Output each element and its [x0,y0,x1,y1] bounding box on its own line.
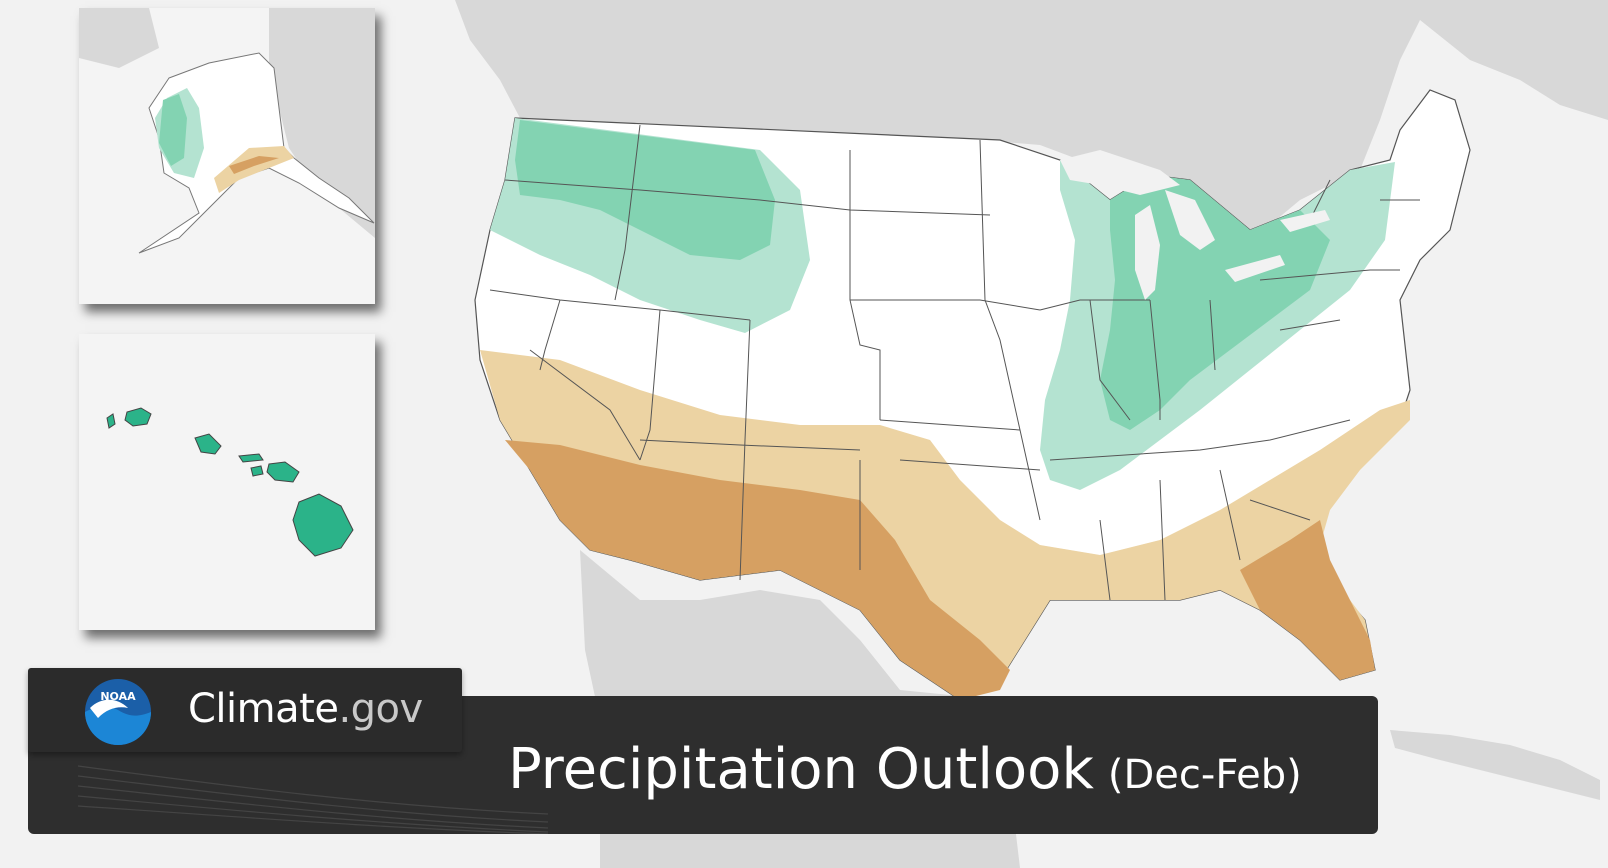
brand-name: Climate.gov [188,682,423,736]
title-main: Precipitation Outlook [508,737,1094,802]
page-title: Precipitation Outlook (Dec-Feb) [508,730,1302,810]
island-kauai [124,407,152,427]
island-maui [266,461,300,483]
island-molokai [238,453,264,463]
alaska-inset [79,8,375,304]
hawaii-map [79,334,375,630]
cuba-landmass [1390,730,1600,800]
island-hawaii [292,493,354,557]
state-boundaries [489,124,1420,601]
alaska-dry-region-medium [229,156,279,174]
noaa-logo: NOAA [85,679,151,745]
brand-name-suffix: .gov [338,686,423,732]
brand-name-main: Climate [188,686,339,732]
title-bar-texture [77,765,549,834]
dry-region-southwest-medium [505,440,1010,700]
island-lanai [250,465,264,477]
hawaii-islands [106,407,354,557]
canada-landmass [455,0,1608,250]
island-niihau [106,413,116,429]
dry-region-south-light [480,350,1410,700]
title-period: (Dec-Feb) [1107,752,1302,798]
alaska-wet-region-medium [159,94,187,166]
noaa-logo-text: NOAA [100,690,136,703]
dry-region-southeast-medium [1240,520,1375,680]
island-oahu [194,433,222,455]
alaska-map [79,8,375,304]
hawaii-inset [79,334,375,630]
great-lakes [1060,150,1330,300]
